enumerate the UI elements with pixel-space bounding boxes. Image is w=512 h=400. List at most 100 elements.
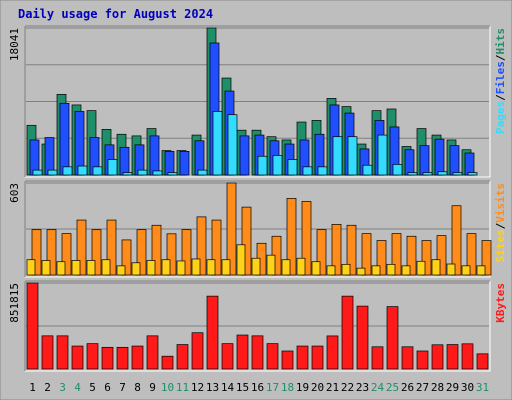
bar-hits-files-day-10 [164, 151, 175, 176]
bar-kbytes-kbytes-day-2 [41, 335, 54, 370]
max-label-kbytes: 851815 [8, 283, 21, 323]
side-label-pages: Pages [494, 101, 507, 134]
bar-hits-pages-day-27 [422, 172, 433, 176]
bar-hits-pages-day-29 [452, 172, 463, 176]
bar-visits-visits-day-4 [76, 219, 87, 276]
bar-visits-visits-day-19 [301, 201, 312, 276]
chart-title: Daily usage for August 2024 [18, 7, 213, 21]
bar-hits-pages-day-21 [332, 136, 343, 176]
bar-visits-visits-day-3 [61, 233, 72, 276]
max-label-hits: 18041 [8, 28, 21, 61]
day-label: 27 [416, 381, 429, 394]
day-label: 20 [311, 381, 324, 394]
bar-hits-files-day-27 [419, 145, 430, 176]
bar-visits-visits-day-25 [391, 233, 402, 276]
bar-visits-sites-day-30 [461, 265, 471, 276]
side-label-kbytes: KBytes [494, 283, 507, 323]
side-label-separator: / [494, 222, 507, 229]
day-label: 9 [149, 381, 156, 394]
day-label: 17 [266, 381, 279, 394]
bar-hits-files-day-15 [239, 135, 250, 176]
day-labels-group: 1 2 3 4 5 6 7 8 9 10 11 12 13 14 15 16 17 18 19 20 21 22 23 24 2… [29, 381, 489, 394]
bar-visits-visits-day-14 [226, 182, 237, 276]
bar-visits-visits-day-13 [211, 219, 222, 276]
bar-visits-sites-day-12 [191, 258, 201, 276]
bar-visits-sites-day-19 [296, 257, 306, 276]
bar-hits-pages-day-24 [377, 134, 388, 176]
bar-kbytes-kbytes-day-10 [161, 355, 174, 370]
bar-hits-pages-day-26 [407, 172, 418, 176]
day-label: 14 [221, 381, 235, 394]
bar-hits-pages-day-14 [227, 114, 238, 176]
bar-hits-pages-day-10 [167, 172, 178, 176]
bar-hits-pages-day-30 [467, 172, 478, 176]
bar-visits-visits-day-28 [436, 235, 447, 276]
bar-hits-files-day-7 [119, 146, 130, 176]
bar-kbytes-kbytes-day-4 [71, 345, 84, 370]
panel-hits: 18041 [8, 25, 491, 178]
bar-kbytes-kbytes-day-29 [446, 344, 459, 370]
bar-visits-sites-day-7 [116, 265, 126, 276]
bar-visits-sites-day-16 [251, 257, 261, 276]
bar-kbytes-kbytes-day-23 [356, 305, 369, 370]
bar-visits-sites-day-9 [146, 260, 156, 276]
bar-hits-pages-day-28 [437, 171, 448, 176]
bar-hits-pages-day-4 [77, 165, 88, 176]
bar-visits-sites-day-18 [281, 259, 291, 276]
bar-hits-pages-day-1 [32, 169, 43, 176]
bar-visits-sites-day-1 [26, 259, 36, 276]
day-label: 26 [401, 381, 414, 394]
day-label: 23 [356, 381, 369, 394]
day-label: 8 [134, 381, 141, 394]
bar-visits-visits-day-18 [286, 198, 297, 276]
bar-hits-pages-day-7 [122, 172, 133, 176]
bar-kbytes-kbytes-day-31 [476, 353, 489, 370]
bar-hits-pages-day-13 [212, 111, 223, 176]
day-label: 11 [176, 381, 189, 394]
day-label: 15 [236, 381, 249, 394]
side-label-hits: Hits [494, 28, 507, 55]
side-label-sites: Sites [494, 229, 507, 262]
bar-hits-pages-day-20 [317, 166, 328, 176]
bar-visits-visits-day-1 [31, 229, 42, 276]
bar-visits-visits-day-5 [91, 229, 102, 276]
bar-hits-pages-day-17 [272, 155, 283, 176]
day-label: 13 [206, 381, 219, 394]
day-label: 30 [461, 381, 474, 394]
bar-visits-sites-day-4 [71, 260, 81, 276]
bar-hits-files-day-28 [434, 138, 445, 176]
bar-kbytes-kbytes-day-15 [236, 334, 249, 370]
bar-hits-pages-day-25 [392, 164, 403, 176]
side-label-separator: / [494, 94, 507, 101]
bar-kbytes-kbytes-day-17 [266, 343, 279, 370]
bar-hits-files-day-4 [74, 111, 85, 176]
bar-kbytes-kbytes-day-21 [326, 335, 339, 370]
bar-kbytes-kbytes-day-27 [416, 350, 429, 370]
bar-visits-sites-day-29 [446, 263, 456, 276]
panel-kbytes: 851815 [8, 280, 491, 372]
side-label-hits: Pages/Files/Hits [494, 28, 507, 134]
day-label: 2 [44, 381, 51, 394]
bar-hits-pages-day-19 [302, 166, 313, 176]
day-label: 1 [29, 381, 36, 394]
bar-kbytes-kbytes-day-5 [86, 343, 99, 370]
bar-visits-visits-day-20 [316, 229, 327, 276]
bar-kbytes-kbytes-day-12 [191, 332, 204, 370]
day-label: 16 [251, 381, 264, 394]
bar-visits-sites-day-26 [401, 265, 411, 276]
day-label: 28 [431, 381, 444, 394]
day-label: 6 [104, 381, 111, 394]
bar-visits-sites-day-22 [341, 263, 351, 276]
bar-visits-sites-day-27 [416, 260, 426, 276]
bar-kbytes-kbytes-day-24 [371, 346, 384, 370]
side-label-separator: / [494, 54, 507, 61]
bar-hits-pages-day-8 [137, 169, 148, 176]
bar-kbytes-kbytes-day-19 [296, 345, 309, 370]
bar-visits-sites-day-17 [266, 254, 276, 276]
bar-visits-visits-day-7 [121, 239, 132, 276]
bar-hits-pages-day-16 [257, 155, 268, 176]
bar-hits-pages-day-18 [287, 159, 298, 176]
bar-kbytes-kbytes-day-7 [116, 346, 129, 370]
bar-visits-sites-day-6 [101, 259, 111, 276]
panels-group: 18041 603 851815 [8, 25, 492, 372]
